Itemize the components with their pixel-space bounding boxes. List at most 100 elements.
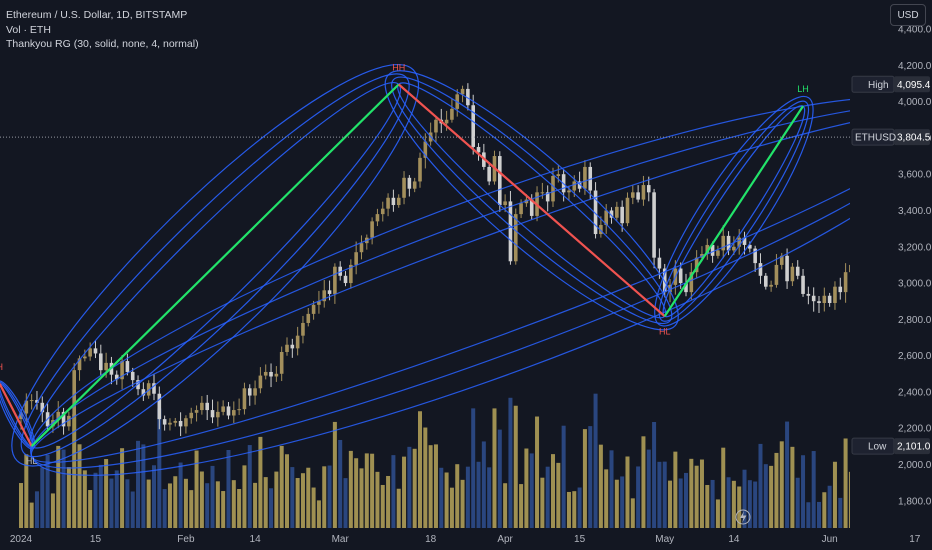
candle [99, 344, 103, 376]
volume-bar [801, 455, 806, 528]
volume-bar [152, 465, 156, 528]
candle [402, 171, 406, 205]
volume-bar [428, 445, 433, 528]
candle [232, 401, 236, 424]
volume-bar [269, 488, 274, 528]
price-tick-label: 4,000.0 [898, 97, 932, 108]
candle [460, 85, 465, 103]
volume-bar [109, 478, 114, 528]
ellipse-arc [658, 100, 810, 322]
volume-bar [641, 436, 646, 528]
volume-bar [56, 445, 61, 528]
candle [694, 250, 699, 278]
price-tick-label: 2,400.0 [898, 387, 932, 398]
time-tick-label: 15 [574, 534, 586, 545]
volume-bar [391, 455, 396, 528]
volume-bar [34, 491, 39, 528]
candle [545, 185, 550, 212]
volume-indicator-label[interactable]: Vol · ETH [6, 23, 51, 36]
volume-layer [19, 393, 932, 528]
volume-bar [673, 451, 678, 528]
time-tick-label: 14 [250, 534, 262, 545]
volume-bar [433, 444, 438, 528]
volume-bar [274, 471, 279, 528]
candle [285, 337, 289, 356]
svg-text:High: High [868, 80, 889, 91]
symbol-title[interactable]: Ethereum / U.S. Dollar, 1D, BITSTAMP [6, 9, 188, 21]
candle [375, 208, 380, 227]
candle [93, 340, 98, 359]
volume-bar [774, 452, 779, 528]
currency-button[interactable]: USD [890, 4, 926, 26]
volume-bar [82, 470, 87, 528]
candle [162, 415, 167, 431]
volume-bar [396, 488, 401, 528]
candle [216, 401, 220, 427]
candle [40, 396, 45, 423]
volume-bar [72, 414, 77, 528]
candle [428, 122, 433, 146]
volume-bar [285, 454, 289, 528]
candle [263, 364, 268, 380]
time-tick-label: 14 [728, 534, 740, 545]
candle [785, 248, 789, 289]
candle [88, 342, 92, 361]
volume-bar [359, 468, 364, 528]
volume-bar [343, 478, 348, 528]
volume-bar [247, 445, 252, 528]
candle [806, 286, 811, 305]
volume-bar [694, 465, 699, 528]
pivot-label: HL [26, 456, 38, 466]
candle [61, 407, 66, 435]
candle [221, 400, 225, 416]
candle [779, 252, 784, 270]
volume-bar [636, 466, 641, 528]
volume-bar [513, 405, 518, 528]
volume-bar [386, 475, 391, 528]
volume-bar [657, 461, 662, 528]
candle [152, 374, 156, 401]
volume-bar [311, 487, 316, 528]
candle [56, 401, 61, 429]
volume-bar [598, 444, 603, 528]
candle [29, 394, 34, 410]
replay-icon[interactable] [735, 509, 751, 525]
candle [487, 162, 491, 186]
volume-bar [582, 429, 587, 528]
volume-bar [380, 484, 385, 528]
volume-bar [625, 456, 630, 528]
candle [577, 171, 582, 193]
svg-text:Low: Low [868, 442, 887, 453]
svg-text:ETHUSD: ETHUSD [855, 133, 896, 144]
volume-bar [614, 479, 619, 528]
volume-bar [205, 483, 210, 528]
volume-bar [354, 458, 359, 528]
price-badge: ETHUSD 3,804.5 [851, 128, 931, 146]
candle [412, 177, 417, 193]
candle [471, 94, 475, 155]
candle [279, 346, 284, 382]
candle [817, 295, 821, 313]
volume-bar [721, 447, 726, 528]
candle [593, 182, 598, 239]
price-badge: Low 2,101.0 [851, 437, 931, 455]
volume-bar [226, 449, 231, 528]
volume-bar [237, 488, 242, 528]
volume-bar [231, 480, 236, 528]
volume-bar [199, 471, 204, 528]
candle [705, 238, 710, 260]
volume-bar [455, 464, 460, 528]
volume-bar [290, 467, 295, 528]
volume-bar [471, 408, 476, 528]
indicator-label[interactable]: Thankyou RG (30, solid, none, 4, normal) [6, 38, 199, 50]
volume-bar [194, 450, 199, 528]
volume-bar [460, 479, 465, 528]
volume-bar [125, 479, 130, 528]
volume-bar [593, 393, 598, 528]
candle [370, 217, 374, 245]
candle [625, 192, 630, 227]
volume-bar [551, 454, 555, 528]
candle [615, 201, 619, 221]
